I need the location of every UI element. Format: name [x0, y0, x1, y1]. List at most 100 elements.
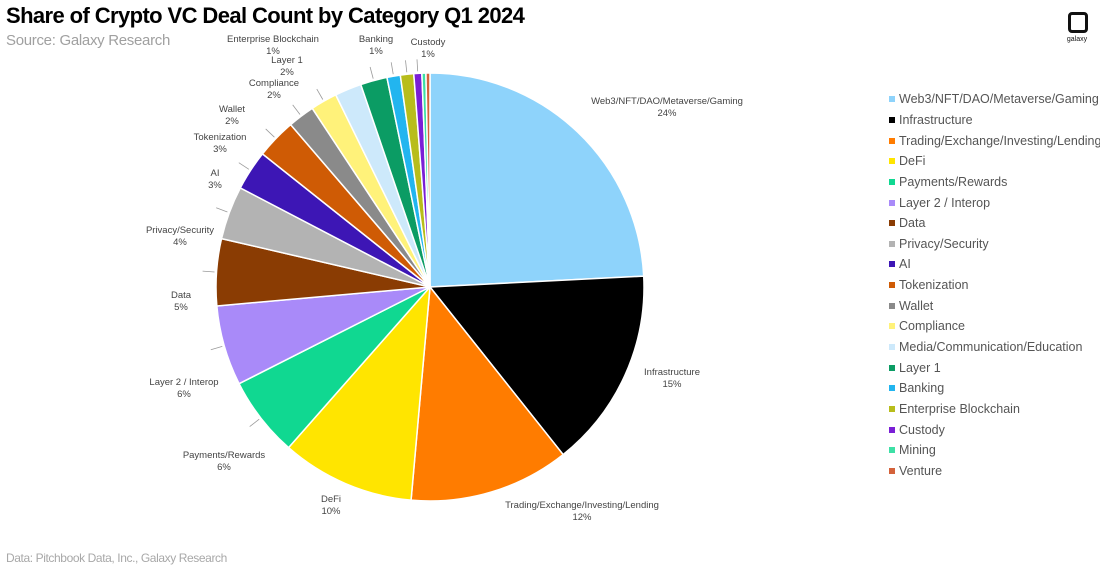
legend-label: Compliance	[899, 319, 966, 334]
slice-label-name: Data	[171, 290, 192, 301]
chart-subtitle: Source: Galaxy Research	[6, 32, 171, 49]
legend-swatch	[889, 240, 895, 247]
legend-item: Trading/Exchange/Investing/Lending	[889, 130, 1100, 151]
slice-label: Layer 1 2%	[271, 55, 303, 78]
pie-slice-venture	[425, 72, 431, 288]
slice-label: Banking 1%	[359, 34, 393, 57]
slice-label-value: 1%	[266, 46, 280, 57]
slice-label: Trading/Exchange/Investing/Lending 12%	[505, 500, 659, 523]
slice-label-name: Compliance	[249, 78, 299, 89]
slice-label-name: Banking	[359, 34, 393, 45]
legend-item: Media/Communication/Education	[889, 337, 1097, 358]
legend-item: Wallet	[889, 295, 1097, 316]
legend-item: Layer 2 / Interop	[889, 192, 1097, 213]
legend-swatch	[889, 158, 895, 165]
legend-swatch	[889, 220, 895, 227]
legend-label: Layer 2 / Interop	[899, 195, 991, 210]
slice-label-name: AI	[211, 168, 220, 179]
legend-label: Layer 1	[899, 360, 941, 375]
galaxy-logo-text: galaxy	[1066, 36, 1088, 43]
slice-label-value: 12%	[572, 512, 592, 523]
legend-swatch	[889, 405, 895, 412]
slice-label-value: 5%	[174, 302, 188, 313]
pie-slice-defi	[287, 284, 431, 501]
leader-line	[416, 59, 419, 72]
legend-label: Infrastructure	[899, 112, 973, 127]
legend-swatch	[889, 261, 895, 268]
slice-label: Web3/NFT/DAO/Metaverse/Gaming 24%	[591, 96, 743, 119]
legend-swatch	[889, 364, 895, 371]
slice-label: Tokenization 3%	[194, 132, 247, 155]
legend-swatch	[889, 199, 895, 206]
slice-label: Data 5%	[171, 290, 192, 313]
legend-item: Venture	[889, 461, 1097, 482]
legend-item: Payments/Rewards	[889, 172, 1097, 193]
legend-label: Venture	[899, 463, 943, 478]
chart-title: Share of Crypto VC Deal Count by Categor…	[6, 3, 525, 28]
leader-line	[265, 128, 275, 138]
leader-line	[216, 207, 228, 213]
slice-label-value: 3%	[213, 144, 227, 155]
footnote: Data: Pitchbook Data, Inc., Galaxy Resea…	[6, 551, 227, 565]
slice-label-name: Privacy/Security	[146, 225, 214, 236]
galaxy-logo-icon	[1068, 12, 1088, 33]
slice-label-value: 10%	[321, 506, 341, 517]
pie-slice-trading-exchange-investing-lending	[410, 285, 565, 502]
legend-label: DeFi	[899, 154, 926, 169]
slice-label-name: Payments/Rewards	[183, 450, 266, 461]
leader-line	[210, 346, 223, 351]
slice-label: Privacy/Security 4%	[146, 225, 214, 248]
slice-label: Layer 2 / Interop 6%	[149, 377, 218, 400]
legend-swatch	[889, 344, 895, 350]
legend-swatch	[889, 426, 895, 433]
slice-label-name: Tokenization	[194, 132, 247, 143]
slice-label-name: Trading/Exchange/Investing/Lending	[505, 500, 659, 511]
slice-label-value: 3%	[208, 180, 222, 191]
leader-line	[390, 62, 394, 75]
slice-label-value: 2%	[280, 67, 294, 78]
slice-label: Compliance 2%	[249, 78, 299, 101]
legend-label: Banking	[899, 381, 945, 396]
slice-label-value: 15%	[662, 379, 682, 390]
slice-label: AI 3%	[208, 168, 222, 191]
slice-label-name: Layer 1	[271, 55, 303, 66]
slice-label-value: 6%	[217, 462, 231, 473]
galaxy-logo: galaxy	[1064, 12, 1090, 46]
legend-swatch	[889, 178, 895, 185]
legend-label: Web3/NFT/DAO/Metaverse/Gaming	[899, 92, 1099, 107]
legend-item: Tokenization	[889, 275, 1097, 296]
slice-label-value: 2%	[267, 90, 281, 101]
legend-label: Payments/Rewards	[899, 174, 1008, 189]
legend-item: Mining	[889, 440, 1097, 461]
slice-label: Wallet 2%	[219, 104, 245, 127]
legend-item: Infrastructure	[889, 110, 1097, 131]
legend-swatch	[889, 96, 895, 103]
leader-line	[405, 60, 408, 73]
pie-chart: Web3/NFT/DAO/Metaverse/Gaming 24% Infrastr…	[146, 34, 743, 523]
legend-swatch	[889, 282, 895, 289]
legend-label: AI	[899, 257, 911, 272]
leader-line	[238, 162, 250, 170]
legend-item: Privacy/Security	[889, 233, 1097, 254]
legend-item: Web3/NFT/DAO/Metaverse/Gaming	[889, 89, 1099, 110]
legend-item: Banking	[889, 378, 1097, 399]
legend-item: Compliance	[889, 316, 1097, 337]
legend-label: Mining	[899, 443, 936, 458]
slice-label-value: 1%	[421, 49, 435, 60]
legend-item: Data	[889, 213, 1097, 234]
leader-line	[316, 88, 324, 100]
legend-swatch	[889, 447, 895, 454]
legend-label: Enterprise Blockchain	[899, 401, 1020, 416]
pie-slice-infrastructure	[428, 275, 645, 456]
leader-line	[292, 104, 301, 115]
legend-label: Media/Communication/Education	[899, 340, 1083, 354]
legend-swatch	[889, 302, 895, 309]
slice-label-value: 2%	[225, 116, 239, 127]
slice-label-value: 6%	[177, 389, 191, 400]
legend-item: AI	[889, 254, 1097, 275]
slice-label-name: Enterprise Blockchain	[227, 34, 319, 45]
pie-slice-web3-nft-dao-metaverse-gaming	[429, 72, 645, 288]
slice-label: Enterprise Blockchain 1%	[227, 34, 319, 57]
legend-item: Custody	[889, 419, 1097, 440]
legend-label: Custody	[899, 422, 945, 437]
